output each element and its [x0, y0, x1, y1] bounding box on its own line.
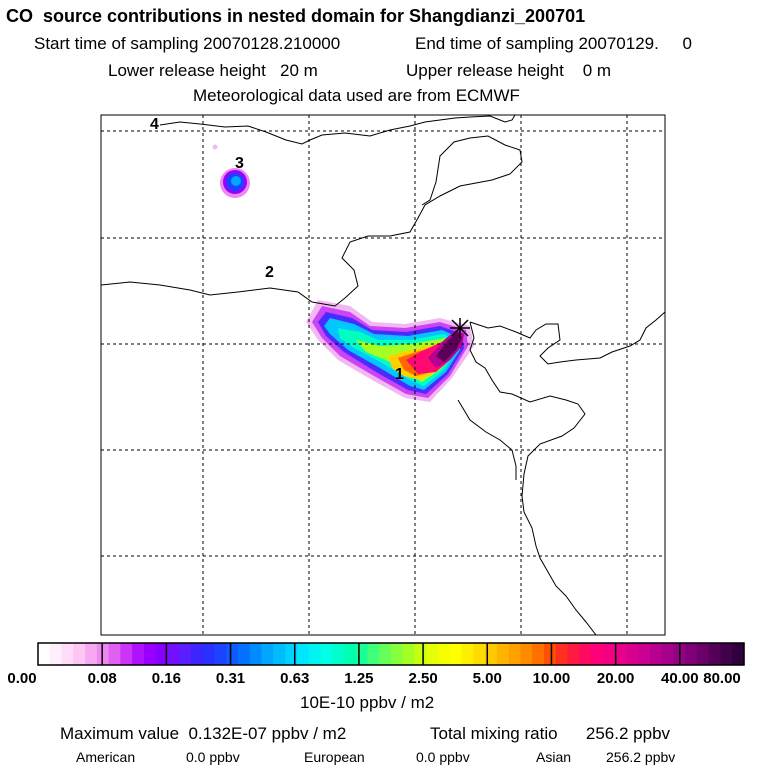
legend-color-cell [485, 643, 498, 665]
american-label: American [76, 749, 136, 765]
legend-color-cell [73, 643, 86, 665]
region-label-4: 4 [150, 116, 159, 133]
legend-color-cell [402, 643, 416, 665]
legend-color-cell [261, 643, 274, 665]
legend-color-cell [520, 643, 533, 665]
legend-tick-label: 0.31 [215, 670, 246, 687]
legend-color-cell [285, 643, 298, 665]
legend-color-cell [591, 643, 604, 665]
legend-color-cell [343, 643, 357, 665]
map-title: CO source contributions in nested domain… [6, 6, 586, 26]
region-label-1: 1 [395, 366, 404, 383]
legend-color-cell [602, 643, 616, 665]
legend-color-cell [614, 643, 627, 665]
legend-color-cell [167, 643, 180, 665]
max-value-text: Maximum value 0.132E-07 ppbv / m2 [60, 724, 347, 743]
station-cross-icon [450, 318, 470, 338]
legend-color-cell [179, 643, 192, 665]
legend-color-cell [414, 643, 427, 665]
legend-color-cell [461, 643, 474, 665]
legend-unit: 10E-10 ppbv / m2 [300, 693, 435, 712]
region-label-2: 2 [265, 264, 274, 281]
legend-tick-label: 1.25 [344, 670, 374, 687]
legend-color-cell [143, 643, 157, 665]
legend-color-cell [238, 643, 251, 665]
legend-color-cell [38, 643, 51, 665]
legend-color-cell [202, 643, 216, 665]
legend-tick-label: 0.63 [280, 670, 310, 687]
legend-color-cell [649, 643, 663, 665]
asian-value: 256.2 ppbv [606, 749, 676, 765]
end-time-text: End time of sampling 20070129. 0 [415, 34, 692, 53]
legend-color-cell [579, 643, 592, 665]
legend-color-cell [449, 643, 463, 665]
legend-color-cell [367, 643, 380, 665]
legend-color-cell [214, 643, 227, 665]
legend-color-cell [473, 643, 486, 665]
legend-color-cell [155, 643, 169, 665]
legend-color-cell [661, 643, 674, 665]
legend-tick-label: 0.08 [87, 670, 117, 687]
small-plume [212, 144, 250, 198]
legend-color-cell [708, 643, 722, 665]
legend-color-cell [508, 643, 522, 665]
legend-color-cell [308, 643, 321, 665]
legend-color-cell [249, 643, 263, 665]
legend-color-cell [567, 643, 580, 665]
legend-color-cell [426, 643, 439, 665]
start-time-text: Start time of sampling 20070128.210000 [34, 34, 341, 53]
legend-color-cell [226, 643, 239, 665]
legend-color-cell [638, 643, 651, 665]
legend-tick-label: 2.50 [408, 670, 438, 687]
legend-color-cell [555, 643, 569, 665]
total-mixing-text: Total mixing ratio 256.2 ppbv [430, 724, 671, 743]
legend-tick-label: 80.00 [703, 670, 741, 687]
asian-label: Asian [536, 749, 572, 765]
legend-color-cell [190, 643, 204, 665]
legend-color-cell [320, 643, 333, 665]
legend-color-cell [332, 643, 345, 665]
legend-color-cell [132, 643, 145, 665]
legend-color-cell [696, 643, 710, 665]
legend-color-cell [273, 643, 286, 665]
legend-color-cell [85, 643, 98, 665]
legend-color-cell [543, 643, 557, 665]
american-value: 0.0 ppbv [186, 749, 240, 765]
met-data-text: Meteorological data used are from ECMWF [193, 86, 520, 105]
legend-color-cell [438, 643, 451, 665]
legend-color-cell [355, 643, 369, 665]
legend-color-cell [120, 643, 133, 665]
european-label: European [304, 749, 365, 765]
legend-tick-label: 10.00 [532, 670, 571, 687]
legend-color-cell [496, 643, 510, 665]
concentration-plume [306, 300, 474, 402]
legend-color-cell [379, 643, 392, 665]
legend-color-cell [49, 643, 63, 665]
region-label-3: 3 [235, 155, 244, 172]
legend-color-cell [96, 643, 110, 665]
legend-color-cell [732, 643, 745, 665]
legend-color-cell [61, 643, 74, 665]
legend-color-cell [296, 643, 310, 665]
legend-color-cell [108, 643, 121, 665]
lower-release-text: Lower release height 20 m [108, 61, 318, 80]
legend-tick-label: 20.00 [596, 670, 635, 687]
legend-color-cell [532, 643, 545, 665]
legend-tick-label: 40.00 [661, 670, 699, 687]
legend-color-cell [720, 643, 733, 665]
legend-color-cell [391, 643, 404, 665]
legend-color-cell [626, 643, 639, 665]
upper-release-text: Upper release height 0 m [406, 61, 612, 80]
legend-tick-label: 5.00 [472, 670, 502, 687]
legend-color-cell [685, 643, 698, 665]
grid-lines [101, 115, 665, 635]
legend-tick-label: 0.16 [151, 670, 181, 687]
legend-tick-label: 0.00 [7, 670, 37, 687]
european-value: 0.0 ppbv [416, 749, 470, 765]
